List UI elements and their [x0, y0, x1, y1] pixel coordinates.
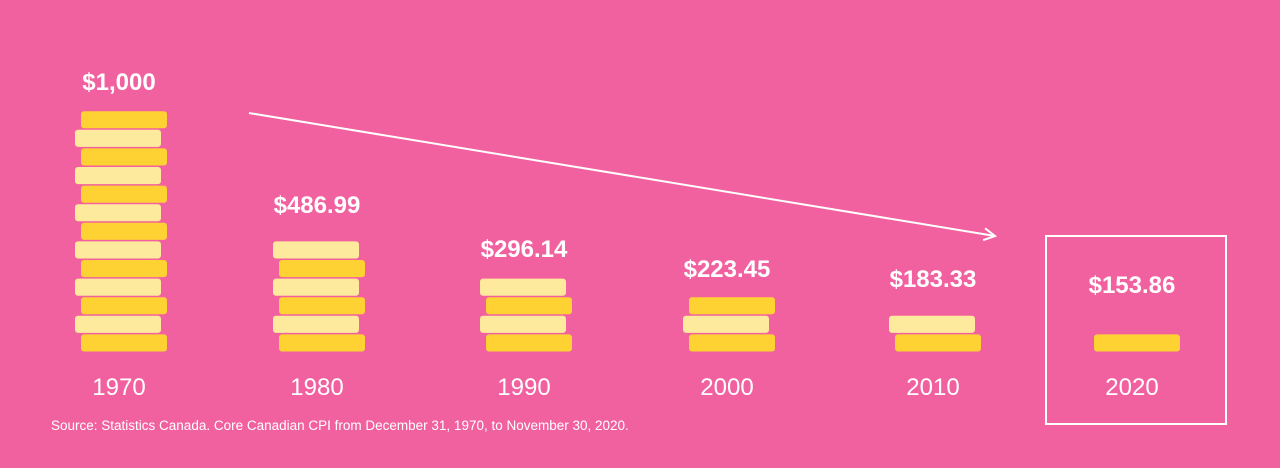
value-label-2000: $223.45 [684, 256, 771, 283]
coin-1970-2 [75, 315, 161, 333]
coin-1980-5 [279, 260, 365, 278]
highlight-box [1045, 235, 1227, 425]
year-label-2020: 2020 [1105, 374, 1158, 401]
chart-labels: $1,000 1970 $486.99 1980 $296.14 1990 $223.45 2… [82, 69, 1175, 401]
coin-1980-6 [273, 241, 359, 259]
coin-1980-3 [279, 297, 365, 315]
coin-2010-2 [889, 315, 975, 333]
coin-1970-1 [81, 334, 167, 352]
coin-1970-11 [81, 148, 167, 166]
coin-1990-2 [480, 315, 566, 333]
coin-2000-2 [683, 315, 769, 333]
coin-1990-3 [486, 297, 572, 315]
coin-1990-1 [486, 334, 572, 352]
value-label-2020: $153.86 [1089, 272, 1176, 299]
coin-1980-4 [273, 278, 359, 296]
coin-1990-4 [480, 278, 566, 296]
coin-1980-1 [279, 334, 365, 352]
value-label-1980: $486.99 [274, 192, 361, 219]
coin-1970-4 [75, 278, 161, 296]
coin-1970-3 [81, 297, 167, 315]
coin-1970-9 [81, 185, 167, 203]
coin-1980-2 [273, 315, 359, 333]
coin-1970-10 [75, 167, 161, 185]
source-note: Source: Statistics Canada. Core Canadian… [51, 418, 629, 433]
coin-2010-1 [895, 334, 981, 352]
coin-stacks [75, 111, 1180, 352]
coin-1970-6 [75, 241, 161, 259]
trend-arrow [248, 112, 995, 236]
coin-1970-5 [81, 260, 167, 278]
coin-1970-13 [81, 111, 167, 129]
year-label-1980: 1980 [290, 374, 343, 401]
value-label-1990: $296.14 [481, 236, 568, 263]
year-label-1990: 1990 [497, 374, 550, 401]
coin-1970-7 [81, 222, 167, 240]
coin-1970-12 [75, 129, 161, 147]
value-label-1970: $1,000 [82, 69, 155, 96]
coin-2000-1 [689, 334, 775, 352]
year-label-2000: 2000 [700, 374, 753, 401]
coin-2020-1 [1094, 334, 1180, 352]
coin-2000-3 [689, 297, 775, 315]
value-label-2010: $183.33 [890, 266, 977, 293]
year-label-2010: 2010 [906, 374, 959, 401]
coin-1970-8 [75, 204, 161, 222]
year-label-1970: 1970 [92, 374, 145, 401]
